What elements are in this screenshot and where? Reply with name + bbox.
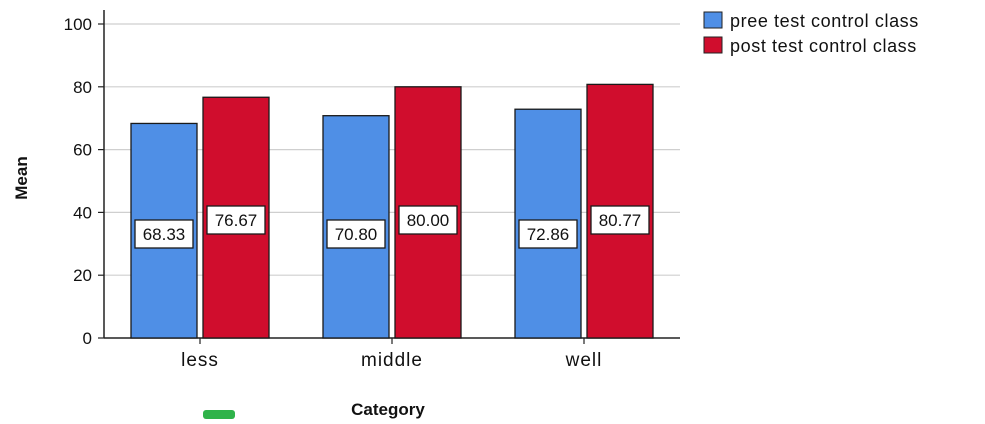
y-tick-label: 40: [73, 203, 92, 222]
data-label: 80.00: [407, 211, 450, 230]
legend-label-pre-test: pree test control class: [730, 11, 919, 31]
x-category-label: middle: [361, 350, 423, 371]
y-tick-label: 100: [64, 15, 92, 34]
y-tick-label: 80: [73, 78, 92, 97]
legend-swatch-post-test: [704, 37, 722, 53]
legend: pree test control class post test contro…: [704, 11, 919, 56]
y-tick-label: 60: [73, 141, 92, 160]
data-label: 80.77: [599, 211, 642, 230]
legend-label-post-test: post test control class: [730, 36, 917, 56]
legend-swatch-pre-test: [704, 12, 722, 28]
data-label: 76.67: [215, 211, 258, 230]
x-category-label: less: [181, 350, 219, 371]
data-label: 68.33: [143, 225, 186, 244]
y-tick-label: 20: [73, 266, 92, 285]
x-category-label: well: [565, 350, 603, 371]
legend-item-pre-test: pree test control class: [704, 11, 919, 31]
y-tick-label: 0: [83, 329, 92, 348]
x-axis-title: Category: [351, 400, 425, 419]
data-label: 72.86: [527, 225, 570, 244]
data-label: 70.80: [335, 225, 378, 244]
green-marker: [203, 410, 235, 419]
legend-item-post-test: post test control class: [704, 36, 917, 56]
y-axis-ticks: 0 20 40 60 80 100: [64, 15, 104, 348]
x-axis-category-labels: less middle well: [181, 338, 602, 371]
y-axis-title: Mean: [12, 156, 31, 199]
